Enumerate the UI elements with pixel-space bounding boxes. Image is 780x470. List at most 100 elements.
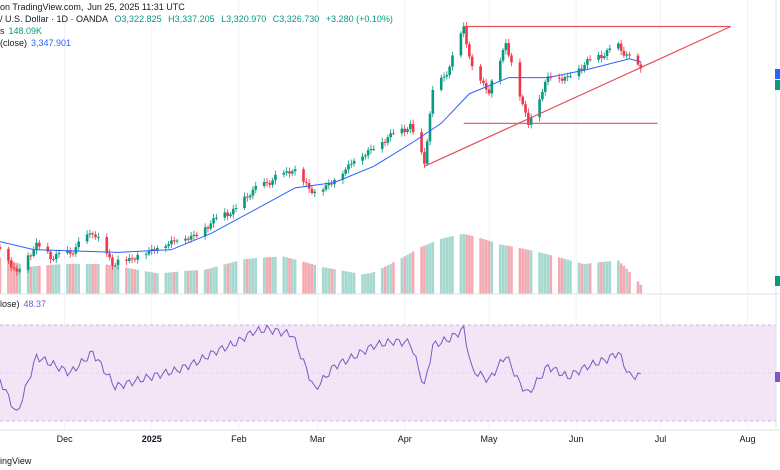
time-axis-label: Jun bbox=[569, 434, 584, 444]
candle-body bbox=[251, 189, 255, 196]
volume-bar bbox=[524, 249, 527, 294]
volume-bar bbox=[172, 272, 176, 294]
volume-bar bbox=[451, 236, 454, 294]
volume-bar bbox=[49, 264, 52, 294]
volume-bar bbox=[529, 250, 533, 294]
moving-average-line bbox=[0, 58, 641, 253]
rsi-panel-background bbox=[0, 325, 776, 421]
time-axis-label: Mar bbox=[310, 434, 326, 444]
candle-body bbox=[170, 240, 173, 245]
candle-body bbox=[347, 164, 350, 170]
volume-bar bbox=[29, 266, 33, 294]
candle-body bbox=[566, 76, 570, 78]
volume-bar bbox=[400, 257, 404, 294]
volume-bar bbox=[510, 246, 513, 294]
candle-body bbox=[389, 133, 392, 138]
time-axis-label: Aug bbox=[740, 434, 756, 444]
header-line-1: on TradingView.com, Jun 25, 2025 11:31 UT… bbox=[0, 2, 189, 12]
candle-body bbox=[184, 238, 187, 241]
candle-body bbox=[66, 250, 69, 253]
volume-bar bbox=[35, 266, 38, 294]
volume-bar bbox=[619, 263, 623, 294]
candle-body bbox=[29, 255, 33, 257]
volume-bar bbox=[625, 268, 629, 294]
candle-body bbox=[597, 54, 600, 60]
candle-body bbox=[35, 242, 38, 251]
candle-body bbox=[442, 76, 446, 78]
volume-bar bbox=[541, 253, 544, 294]
ma-label[interactable]: (close) bbox=[0, 38, 28, 48]
volume-bar bbox=[392, 262, 395, 294]
rsi-header: lose) 48.37 bbox=[0, 299, 50, 309]
candle-body bbox=[0, 246, 2, 249]
rsi-label[interactable]: lose) bbox=[0, 299, 20, 309]
volume-bar bbox=[543, 253, 547, 294]
volume-bar bbox=[605, 261, 609, 294]
volume-bar bbox=[153, 272, 156, 294]
candle-body bbox=[116, 259, 120, 266]
candle-body bbox=[327, 183, 331, 186]
candle-body bbox=[498, 60, 502, 81]
volume-bar bbox=[347, 271, 350, 294]
candle-body bbox=[439, 77, 443, 90]
volume-bar bbox=[501, 244, 505, 294]
candle-body bbox=[268, 182, 272, 185]
volume-bar bbox=[327, 268, 331, 294]
volume-bar bbox=[420, 246, 423, 294]
volume-bar bbox=[274, 256, 277, 294]
candle-body bbox=[310, 188, 314, 194]
volume-bar bbox=[243, 259, 246, 294]
candle-body bbox=[156, 247, 159, 251]
time-axis[interactable]: Dec 2025 Feb Mar Apr May Jun Jul Aug bbox=[57, 434, 756, 444]
candle-body bbox=[605, 49, 609, 57]
volume-bar bbox=[490, 241, 494, 294]
volume-bar bbox=[231, 262, 235, 294]
candle-body bbox=[130, 258, 134, 260]
tradingview-brand[interactable]: ingView bbox=[0, 456, 31, 466]
volume-bar bbox=[597, 262, 600, 294]
volume-bar bbox=[628, 271, 631, 294]
volume-bar bbox=[566, 259, 570, 294]
volume-bar bbox=[608, 261, 612, 294]
candle-body bbox=[127, 258, 131, 261]
candle-body bbox=[518, 62, 522, 97]
candle-body bbox=[94, 234, 97, 238]
candle-body bbox=[636, 55, 640, 65]
candle-body bbox=[77, 241, 80, 248]
candle-body bbox=[521, 96, 525, 105]
ma-value: 3,347.901 bbox=[31, 38, 72, 48]
volume-bar bbox=[226, 263, 229, 294]
volume-bar bbox=[12, 261, 16, 294]
volume-bar bbox=[487, 240, 491, 294]
candle-body bbox=[192, 234, 196, 236]
volume-bar bbox=[479, 238, 482, 294]
volume-bar bbox=[66, 263, 69, 294]
volume-bar bbox=[369, 273, 373, 294]
volume-bar bbox=[130, 268, 134, 294]
candle-body bbox=[479, 66, 482, 81]
symbol-title[interactable]: / U.S. Dollar · 1D · OANDA bbox=[0, 14, 109, 24]
volume-bar bbox=[302, 261, 305, 294]
candle-body bbox=[113, 265, 117, 267]
volume-bar bbox=[425, 244, 429, 294]
volume-bar bbox=[46, 265, 50, 294]
volume-bar bbox=[366, 273, 370, 294]
time-axis-label: 2025 bbox=[142, 434, 162, 444]
candle-body bbox=[254, 186, 258, 190]
volume-bar bbox=[580, 263, 584, 294]
candle-body bbox=[226, 212, 229, 217]
candle-body bbox=[583, 64, 586, 71]
candle-body bbox=[302, 169, 305, 182]
volume-bar bbox=[361, 274, 364, 294]
volume-bar bbox=[125, 267, 128, 294]
volume-bar bbox=[38, 265, 41, 294]
volume-label[interactable]: s bbox=[0, 26, 5, 36]
candle-body bbox=[580, 68, 584, 71]
candle-body bbox=[431, 89, 435, 114]
volume-bar bbox=[88, 263, 92, 294]
volume-bar bbox=[465, 234, 468, 294]
candle-body bbox=[350, 163, 353, 165]
volume-bar bbox=[588, 263, 592, 294]
candle-body bbox=[246, 196, 249, 198]
